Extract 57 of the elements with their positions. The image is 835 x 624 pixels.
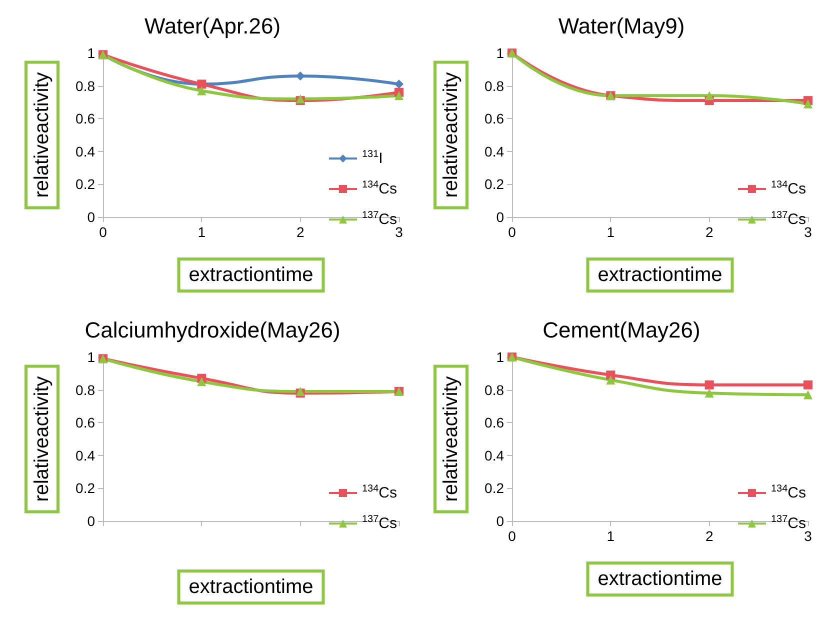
y-axis-title: relativeactivity: [440, 72, 462, 198]
chart-title: Calciumhydroxide(May26): [84, 318, 340, 342]
y-axis-title: relativeactivity: [31, 376, 53, 502]
y-axis-title: relativeactivity: [31, 72, 53, 198]
y-tick-label: 0.6: [76, 110, 96, 127]
y-tick-label: 0.4: [76, 143, 96, 160]
y-tick-label: 0.2: [76, 176, 96, 192]
point: [394, 91, 404, 100]
y-tick-label: 0.2: [76, 480, 96, 496]
y-tick-label: 0.4: [76, 447, 96, 464]
chart-title: Water(Apr.26): [144, 14, 281, 38]
y-tick-label: 0.8: [484, 78, 504, 94]
y-tick-label: 0.4: [484, 447, 504, 464]
chart-title: Water(May9): [558, 14, 685, 38]
x-tick-label: 3: [395, 224, 404, 240]
y-tick-label: 1: [496, 349, 504, 365]
y-tick-label: 0.4: [484, 143, 504, 160]
x-tick-label: 1: [606, 224, 615, 240]
x-tick-label: 3: [804, 528, 812, 544]
point: [704, 380, 714, 390]
x-axis-title: extractiontime: [188, 576, 314, 598]
y-tick-label: 1: [87, 349, 96, 365]
y-tick-label: 0.8: [484, 382, 504, 398]
point: [804, 390, 812, 400]
x-axis-title: extractiontime: [598, 264, 722, 286]
x-tick-label: 2: [705, 224, 714, 240]
x-tick-label: 0: [508, 528, 516, 544]
x-tick-label: 2: [296, 224, 304, 240]
point: [394, 80, 404, 89]
x-tick-label: 1: [606, 528, 615, 544]
y-tick-label: 1: [496, 45, 504, 61]
y-tick-label: 0: [496, 513, 504, 529]
point: [704, 388, 714, 398]
y-tick-label: 0: [87, 513, 96, 529]
y-axis-title: relativeactivity: [440, 376, 462, 502]
y-tick-label: 0: [496, 209, 504, 225]
y-tick-label: 0.2: [484, 176, 504, 192]
x-tick-label: 3: [804, 224, 812, 240]
point: [804, 380, 812, 390]
x-tick-label: 2: [705, 528, 714, 544]
x-axis-title: extractiontime: [598, 568, 722, 590]
y-tick-label: 0.8: [76, 78, 96, 94]
point: [197, 86, 206, 96]
x-tick-label: 0: [99, 224, 108, 240]
x-tick-label: 0: [508, 224, 516, 240]
y-tick-label: 0.8: [76, 382, 96, 398]
point: [606, 370, 616, 380]
x-tick-label: 1: [198, 224, 206, 240]
point: [606, 375, 616, 384]
x-axis-title: extractiontime: [188, 264, 314, 286]
y-tick-label: 0.6: [76, 414, 96, 431]
y-tick-label: 0: [87, 209, 96, 225]
y-tick-label: 0.6: [484, 414, 504, 431]
chart-title: Cement(May26): [542, 318, 700, 342]
y-tick-label: 0.6: [484, 110, 504, 127]
y-tick-label: 1: [87, 45, 96, 61]
y-tick-label: 0.2: [484, 480, 504, 496]
